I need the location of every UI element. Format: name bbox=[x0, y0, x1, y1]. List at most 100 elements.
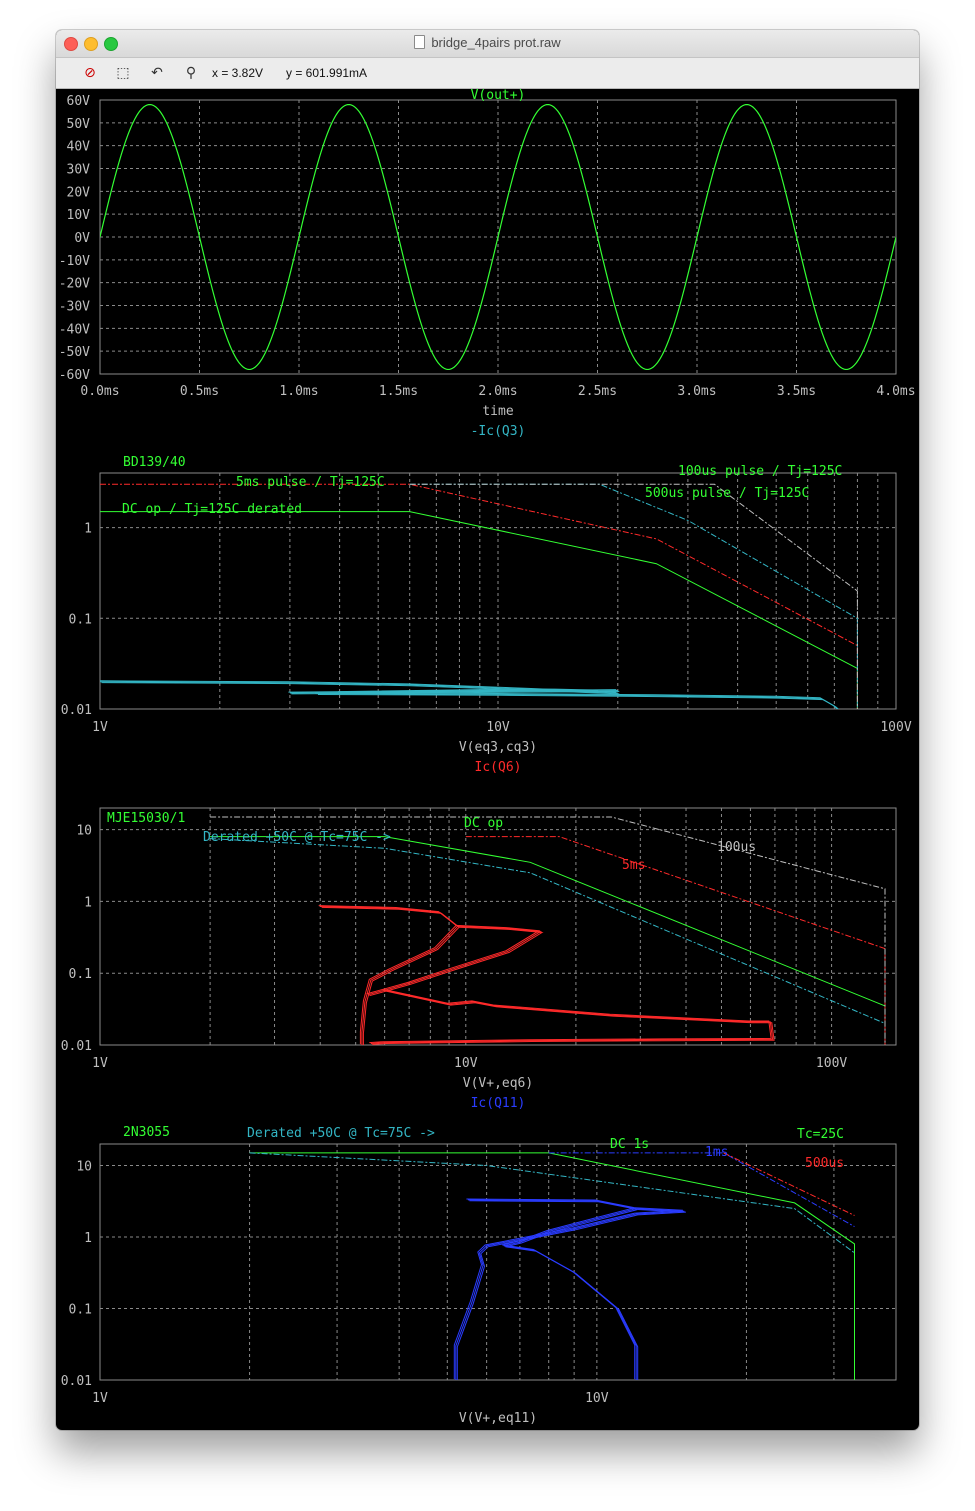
y-tick-label: 10 bbox=[76, 824, 92, 839]
operating-point-trace bbox=[372, 990, 775, 1045]
y-tick-label: 40V bbox=[67, 140, 91, 155]
y-tick-label: 1 bbox=[84, 1231, 92, 1246]
x-axis-label: V(V+,eq6) bbox=[463, 1076, 533, 1091]
y-tick-label: 0.1 bbox=[69, 967, 92, 982]
plot-title: -Ic(Q3) bbox=[471, 424, 526, 439]
soa-annotation: Derated +50C @ Tc=75C -> bbox=[247, 1126, 435, 1141]
close-window-button[interactable] bbox=[64, 37, 78, 51]
x-tick-label: 1V bbox=[92, 720, 108, 735]
soa-annotation: Tc=25C bbox=[797, 1127, 844, 1142]
x-tick-label: 10V bbox=[486, 720, 510, 735]
x-tick-label: 3.0ms bbox=[677, 384, 716, 399]
x-tick-label: 3.5ms bbox=[777, 384, 816, 399]
series-line-v-out bbox=[100, 103, 896, 371]
soa-annotation: 5ms pulse / Tj=125C bbox=[236, 475, 385, 490]
title-bar[interactable]: bridge_4pairs prot.raw bbox=[56, 30, 919, 58]
soa-annotation: DC op bbox=[464, 816, 503, 831]
plot-title: Ic(Q11) bbox=[471, 1096, 526, 1111]
soa-annotation: 100us pulse / Tj=125C bbox=[678, 464, 842, 479]
operating-point-trace bbox=[339, 689, 600, 693]
y-tick-label: 10V bbox=[67, 208, 91, 223]
operating-point-trace bbox=[466, 1198, 636, 1380]
x-tick-label: 1.0ms bbox=[279, 384, 318, 399]
operating-point-trace bbox=[455, 1208, 685, 1380]
soa-limit-line bbox=[210, 816, 886, 1045]
operating-point-trace bbox=[467, 1199, 637, 1380]
operating-point-trace bbox=[366, 924, 541, 995]
operating-point-trace bbox=[369, 926, 544, 997]
window-title: bridge_4pairs prot.raw bbox=[56, 35, 919, 50]
plot-toolbar: ⊘ ⬚ ↶ ⚲ x = 3.82V y = 601.991mA bbox=[56, 58, 919, 89]
cursor-x-readout: x = 3.82V bbox=[212, 66, 264, 80]
zoom-extents-icon[interactable]: ⬚ bbox=[116, 65, 130, 81]
soa-limit-line bbox=[210, 838, 886, 1045]
zoom-window-button[interactable] bbox=[104, 37, 118, 51]
plot-area[interactable]: 0.0ms 0.5ms 1.0ms 1.5ms 2.0ms 2.5ms 3.0ms 3.5ms… bbox=[56, 88, 919, 1430]
x-tick-label: 1.5ms bbox=[379, 384, 418, 399]
y-tick-label: 0.1 bbox=[69, 1303, 92, 1318]
y-tick-label: 0V bbox=[74, 231, 90, 246]
operating-point-trace bbox=[369, 988, 772, 1044]
x-tick-label: 10V bbox=[585, 1391, 609, 1406]
y-tick-label: -30V bbox=[59, 300, 90, 315]
operating-point-trace bbox=[318, 905, 457, 1045]
x-tick-label: 0.0ms bbox=[80, 384, 119, 399]
y-tick-label: 0.01 bbox=[61, 1039, 92, 1054]
y-tick-label: 50V bbox=[67, 117, 91, 132]
soa-annotation: 100us bbox=[717, 840, 756, 855]
soa-annotation: BD139/40 bbox=[123, 455, 186, 470]
y-tick-label: 0.01 bbox=[61, 1374, 92, 1389]
soa-limit-line bbox=[100, 511, 858, 709]
undo-zoom-icon[interactable]: ↶ bbox=[151, 65, 163, 81]
soa-annotation: MJE15030/1 bbox=[107, 811, 185, 826]
y-tick-label: -10V bbox=[59, 254, 90, 269]
soa-limit-line bbox=[409, 483, 858, 709]
operating-point-trace bbox=[453, 1207, 683, 1380]
y-tick-label: -40V bbox=[59, 322, 90, 337]
minimize-window-button[interactable] bbox=[84, 37, 98, 51]
soa-limit-line bbox=[409, 483, 858, 709]
soa-annotation: 5ms bbox=[622, 858, 645, 873]
y-tick-label: -60V bbox=[59, 368, 90, 383]
operating-point-trace bbox=[314, 692, 839, 709]
soa-annotation: 500us pulse / Tj=125C bbox=[645, 486, 809, 501]
y-tick-label: 1 bbox=[84, 895, 92, 910]
soa-limit-line bbox=[100, 483, 858, 709]
soa-limit-line bbox=[249, 1152, 855, 1380]
soa-annotation: DC 1s bbox=[610, 1137, 649, 1152]
plot-frame bbox=[99, 807, 897, 1046]
plot-frame bbox=[99, 1143, 897, 1381]
operating-point-trace bbox=[341, 690, 602, 694]
soa-annotation: DC op / Tj=125C derated bbox=[122, 502, 302, 517]
soa-annotation: Derated +50C @ Tc=75C -> bbox=[203, 830, 391, 845]
soa-annotation: 2N3055 bbox=[123, 1125, 170, 1140]
probe-cursor-icon[interactable]: ⚲ bbox=[185, 65, 197, 81]
x-tick-label: 1V bbox=[92, 1391, 108, 1406]
x-axis-label: time bbox=[482, 404, 513, 419]
operating-point-trace bbox=[338, 688, 599, 693]
x-tick-label: 4.0ms bbox=[876, 384, 915, 399]
operating-point-trace bbox=[370, 989, 774, 1044]
x-tick-label: 10V bbox=[454, 1056, 478, 1071]
operating-point-trace bbox=[456, 1209, 686, 1380]
operating-point-trace bbox=[317, 694, 840, 709]
cursor-y-readout: y = 601.991mA bbox=[286, 66, 368, 80]
x-axis-label: V(V+,eq11) bbox=[459, 1411, 537, 1426]
y-tick-label: 20V bbox=[67, 185, 91, 200]
soa-annotation: 500us bbox=[805, 1156, 844, 1171]
plot-title: Ic(Q6) bbox=[475, 760, 522, 775]
y-tick-label: 0.01 bbox=[61, 703, 92, 718]
x-tick-label: 0.5ms bbox=[180, 384, 219, 399]
plot-title: V(out+) bbox=[471, 88, 526, 103]
soa-limit-line bbox=[249, 1152, 855, 1254]
ltspice-waveform-window: bridge_4pairs prot.raw ⊘ ⬚ ↶ ⚲ x = 3.82V… bbox=[56, 30, 919, 1430]
soa-limit-line bbox=[210, 836, 886, 1045]
y-tick-label: 60V bbox=[67, 94, 91, 109]
zoom-cancel-icon[interactable]: ⊘ bbox=[84, 65, 96, 81]
y-tick-label: 30V bbox=[67, 163, 91, 178]
operating-point-trace bbox=[320, 906, 459, 1045]
soa-annotation: 1ms bbox=[705, 1145, 728, 1160]
x-tick-label: 100V bbox=[816, 1056, 847, 1071]
x-tick-label: 2.5ms bbox=[578, 384, 617, 399]
y-tick-label: -50V bbox=[59, 345, 90, 360]
